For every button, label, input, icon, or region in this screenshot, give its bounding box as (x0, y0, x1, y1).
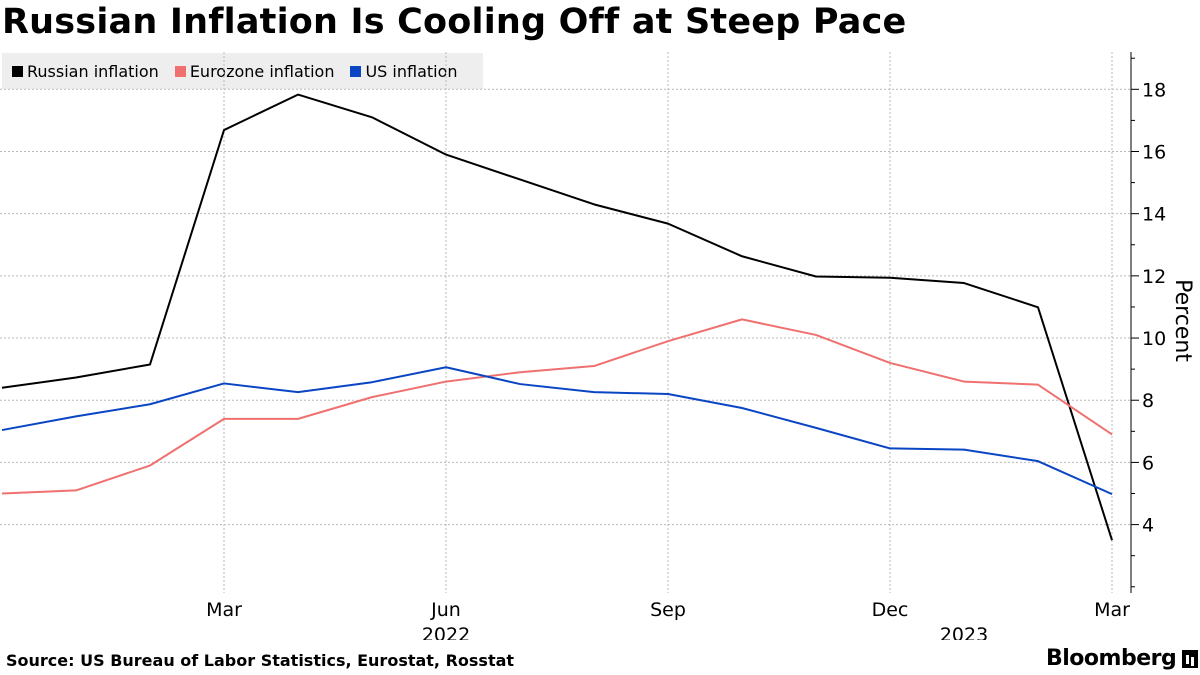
legend-item-us: US inflation (350, 61, 458, 81)
y-tick-label: 14 (1142, 204, 1166, 226)
bloomberg-logo: Bloomberg (1046, 646, 1199, 671)
line-chart: 4 6 8 10 12 14 16 18 Percent Mar Jun Sep Dec Mar 2022 2… (0, 52, 1195, 640)
x-tick-label: Mar (1094, 599, 1130, 621)
series-line-us (1, 366, 1113, 496)
chart-title: Russian Inflation Is Cooling Off at Stee… (2, 2, 907, 42)
y-tick-label: 18 (1142, 79, 1166, 101)
x-tick-label: Jun (430, 599, 461, 621)
legend-swatch-russia (12, 65, 23, 77)
x-year-label: 2022 (422, 624, 470, 640)
legend-item-russia: Russian inflation (12, 62, 159, 81)
x-tick-label: Mar (206, 599, 242, 621)
y-tick-label: 16 (1142, 141, 1166, 163)
x-tick-label: Dec (872, 599, 909, 621)
legend-swatch-eurozone (174, 65, 186, 77)
legend-label-russia: Russian inflation (27, 61, 159, 81)
legend-label-eurozone: Eurozone inflation (189, 61, 335, 81)
y-tick-label: 6 (1142, 452, 1154, 474)
x-tick-label: Sep (650, 599, 686, 621)
y-tick-label: 4 (1142, 515, 1154, 537)
source-note: Source: US Bureau of Labor Statistics, E… (6, 651, 515, 670)
y-tick-label: 10 (1142, 328, 1166, 350)
series-line-eurozone (1, 318, 1113, 495)
series-line-russia (1, 93, 1113, 541)
legend-item-eurozone: Eurozone inflation (174, 61, 335, 81)
bloomberg-mark-icon (1182, 649, 1199, 668)
y-tick-label: 12 (1142, 266, 1166, 288)
legend-swatch-us (350, 65, 362, 77)
legend: Russian inflation Eurozone inflation US … (2, 53, 483, 89)
y-axis-title: Percent (1170, 279, 1195, 362)
y-tick-label: 8 (1142, 390, 1154, 412)
x-year-label: 2023 (940, 624, 988, 640)
legend-label-us: US inflation (365, 61, 458, 81)
brand-name: Bloomberg (1046, 646, 1177, 671)
